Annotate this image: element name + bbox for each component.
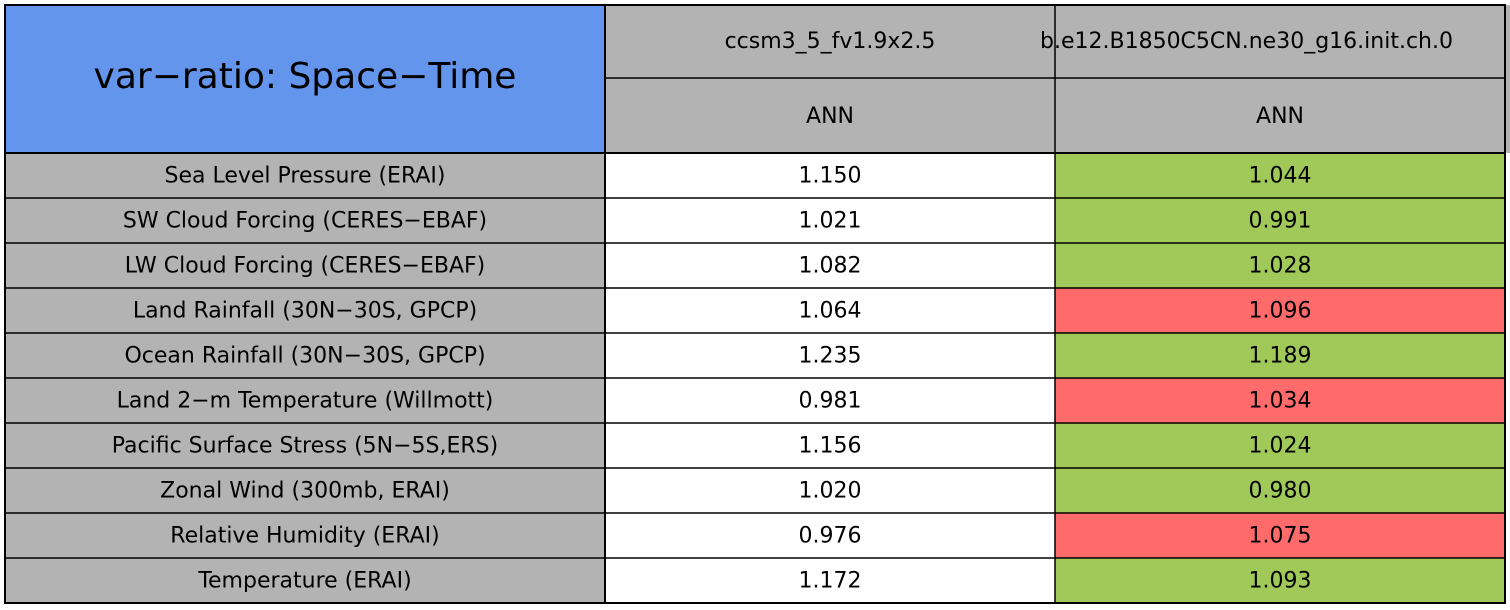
season: ANN: [806, 104, 854, 129]
outer-border: [4, 4, 1506, 604]
value-cell: [1055, 288, 1505, 333]
value: 0.980: [1249, 479, 1312, 504]
row-label-cell: [5, 468, 605, 513]
value-cell: [1055, 423, 1505, 468]
value: 1.034: [1249, 389, 1312, 414]
value-cell: [605, 153, 1055, 198]
value-cell: [605, 468, 1055, 513]
value: 1.020: [799, 479, 862, 504]
value-cell: [1055, 243, 1505, 288]
value: 1.075: [1249, 524, 1312, 549]
row-label: Pacific Surface Stress (5N−5S,ERS): [112, 434, 498, 459]
row-label-cell: [5, 423, 605, 468]
row-label: LW Cloud Forcing (CERES−EBAF): [125, 254, 486, 279]
row-label-cell: [5, 513, 605, 558]
table-title: var−ratio: Space−Time: [94, 56, 517, 97]
value: 1.172: [799, 569, 862, 594]
row-label: SW Cloud Forcing (CERES−EBAF): [123, 209, 487, 234]
row-label: Sea Level Pressure (ERAI): [165, 164, 446, 189]
value-cell: [605, 243, 1055, 288]
value: 1.028: [1249, 254, 1312, 279]
value: 0.981: [799, 389, 862, 414]
row-label-cell: [5, 198, 605, 243]
value-cell: [1055, 558, 1505, 603]
row-label: Zonal Wind (300mb, ERAI): [160, 479, 450, 504]
value-cell: [1055, 513, 1505, 558]
row-label-cell: [5, 333, 605, 378]
value: 1.044: [1249, 164, 1312, 189]
value: 1.235: [799, 344, 862, 369]
row-label-cell: [5, 243, 605, 288]
row-label: Ocean Rainfall (30N−30S, GPCP): [124, 344, 485, 369]
value-cell: [1055, 333, 1505, 378]
row-label: Relative Humidity (ERAI): [170, 524, 439, 549]
row-label-cell: [5, 153, 605, 198]
value: 1.156: [799, 434, 862, 459]
value: 0.991: [1249, 209, 1312, 234]
value-cell: [605, 333, 1055, 378]
value-cell: [605, 423, 1055, 468]
row-label-cell: [5, 558, 605, 603]
value-cell: [605, 513, 1055, 558]
value: 1.024: [1249, 434, 1312, 459]
value: 1.096: [1249, 299, 1312, 324]
value: 1.082: [799, 254, 862, 279]
case-name: ccsm3_5_fv1.9x2.5: [725, 29, 936, 54]
value-cell: [605, 288, 1055, 333]
row-label: Temperature (ERAI): [197, 569, 411, 594]
row-label-cell: [5, 288, 605, 333]
value-cell: [605, 558, 1055, 603]
value: 1.021: [799, 209, 862, 234]
value-cell: [605, 378, 1055, 423]
row-label: Land Rainfall (30N−30S, GPCP): [133, 299, 477, 324]
value: 1.150: [799, 164, 862, 189]
value-cell: [1055, 198, 1505, 243]
row-label: Land 2−m Temperature (Willmott): [117, 389, 494, 414]
value-cell: [1055, 468, 1505, 513]
value-cell: [1055, 153, 1505, 198]
value: 1.093: [1249, 569, 1312, 594]
value: 1.189: [1249, 344, 1312, 369]
value-cell: [605, 198, 1055, 243]
row-label-cell: [5, 378, 605, 423]
value-cell: [1055, 378, 1505, 423]
season: ANN: [1256, 104, 1304, 129]
value: 0.976: [799, 524, 862, 549]
value: 1.064: [799, 299, 862, 324]
title-cell: [5, 5, 605, 153]
case-name: b.e12.B1850C5CN.ne30_g16.init.ch.0: [1040, 29, 1453, 54]
header-cells: [605, 5, 1510, 153]
